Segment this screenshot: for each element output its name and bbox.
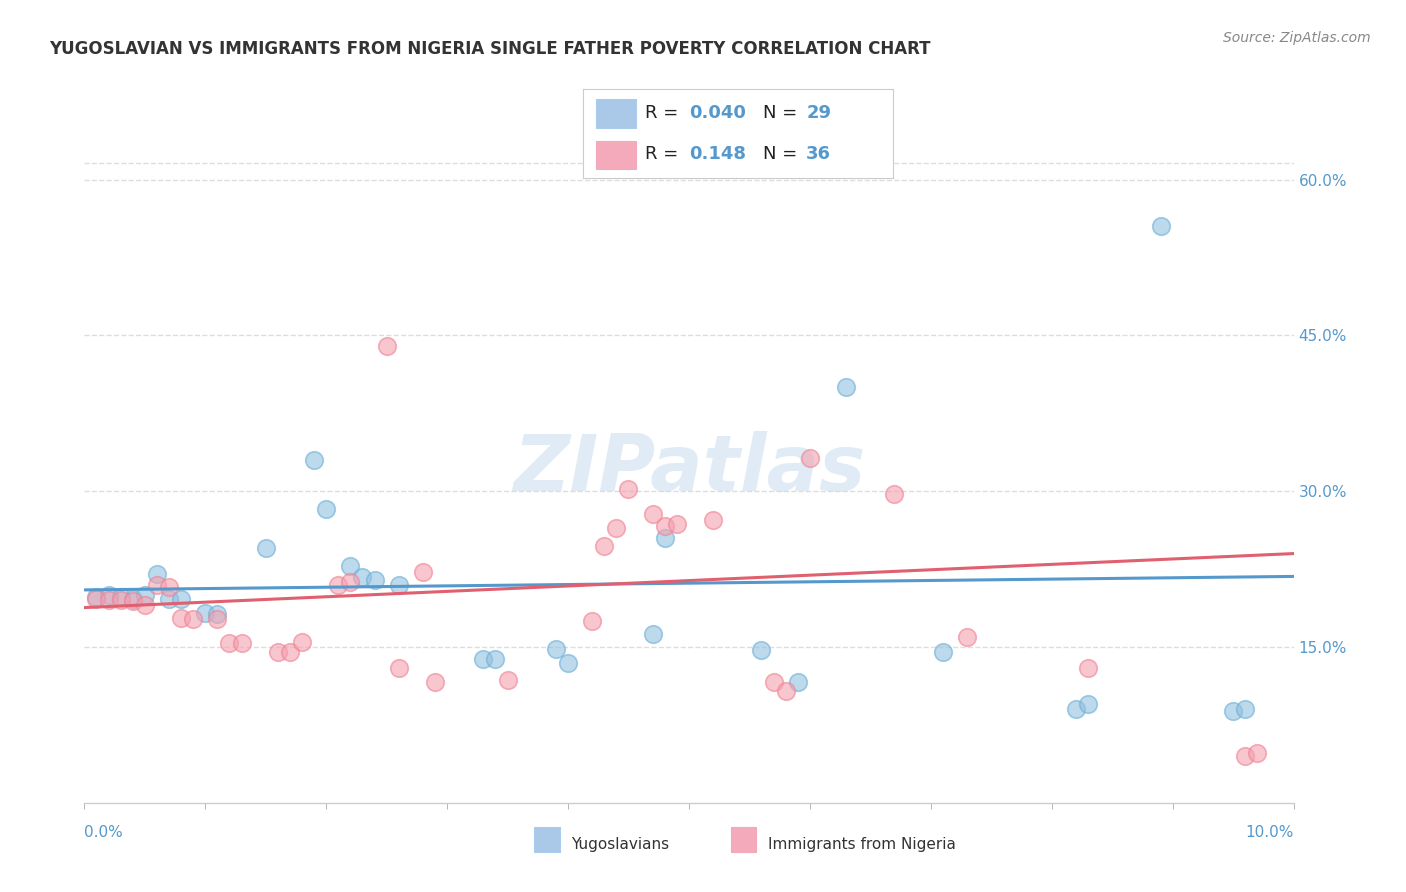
Point bbox=[423, 675, 446, 690]
Point bbox=[617, 482, 640, 496]
Point bbox=[157, 580, 180, 594]
Point bbox=[134, 588, 156, 602]
Point bbox=[352, 570, 374, 584]
Point bbox=[121, 594, 143, 608]
Point bbox=[146, 567, 169, 582]
Point bbox=[1077, 661, 1099, 675]
Point bbox=[1246, 746, 1268, 760]
Point bbox=[157, 592, 180, 607]
Point bbox=[388, 578, 411, 592]
Point bbox=[86, 592, 108, 607]
Point bbox=[762, 675, 785, 690]
Point bbox=[97, 593, 120, 607]
Point bbox=[654, 518, 676, 533]
Point bbox=[278, 645, 301, 659]
Point bbox=[339, 574, 361, 589]
Point bbox=[751, 643, 773, 657]
Point bbox=[472, 652, 495, 666]
Point bbox=[557, 656, 579, 670]
Text: 29: 29 bbox=[806, 104, 831, 122]
Point bbox=[388, 661, 411, 675]
FancyBboxPatch shape bbox=[596, 141, 636, 169]
Point bbox=[702, 513, 724, 527]
Point bbox=[218, 636, 240, 650]
Point bbox=[363, 573, 385, 587]
Point bbox=[254, 541, 277, 556]
Point bbox=[97, 588, 120, 602]
Point bbox=[328, 578, 350, 592]
Point bbox=[1222, 705, 1244, 719]
Point bbox=[146, 578, 169, 592]
Point bbox=[86, 590, 108, 604]
Point bbox=[207, 607, 229, 621]
Text: 0.0%: 0.0% bbox=[84, 825, 124, 840]
Text: 36: 36 bbox=[806, 145, 831, 163]
Text: N =: N = bbox=[763, 145, 803, 163]
Text: Yugoslavians: Yugoslavians bbox=[571, 838, 669, 852]
Text: ZIPatlas: ZIPatlas bbox=[513, 431, 865, 507]
Text: Immigrants from Nigeria: Immigrants from Nigeria bbox=[768, 838, 956, 852]
Point bbox=[593, 539, 616, 553]
Text: 0.040: 0.040 bbox=[689, 104, 745, 122]
Point bbox=[231, 636, 253, 650]
Point bbox=[544, 642, 567, 657]
Text: 10.0%: 10.0% bbox=[1246, 825, 1294, 840]
Point bbox=[665, 517, 688, 532]
Point bbox=[315, 502, 337, 516]
Point bbox=[1077, 697, 1099, 711]
Point bbox=[170, 592, 193, 607]
Text: R =: R = bbox=[645, 104, 685, 122]
Point bbox=[654, 531, 676, 545]
Point bbox=[412, 566, 434, 580]
Point bbox=[134, 599, 156, 613]
Point bbox=[484, 652, 506, 666]
Point bbox=[932, 645, 955, 659]
Point bbox=[291, 635, 314, 649]
Point bbox=[267, 645, 290, 659]
Point bbox=[883, 487, 905, 501]
Text: R =: R = bbox=[645, 145, 685, 163]
Point bbox=[339, 559, 361, 574]
Point bbox=[835, 380, 858, 394]
Point bbox=[1064, 702, 1087, 716]
Text: N =: N = bbox=[763, 104, 803, 122]
Point bbox=[375, 339, 398, 353]
Point bbox=[207, 612, 229, 626]
Point bbox=[1234, 749, 1257, 764]
Point bbox=[1149, 219, 1171, 234]
Point bbox=[581, 614, 603, 628]
Text: Source: ZipAtlas.com: Source: ZipAtlas.com bbox=[1223, 31, 1371, 45]
Point bbox=[775, 683, 797, 698]
Text: YUGOSLAVIAN VS IMMIGRANTS FROM NIGERIA SINGLE FATHER POVERTY CORRELATION CHART: YUGOSLAVIAN VS IMMIGRANTS FROM NIGERIA S… bbox=[49, 40, 931, 58]
Point bbox=[1234, 702, 1257, 716]
Point bbox=[110, 590, 132, 604]
Point bbox=[121, 592, 143, 607]
Point bbox=[170, 611, 193, 625]
Text: 0.148: 0.148 bbox=[689, 145, 745, 163]
Point bbox=[302, 453, 325, 467]
FancyBboxPatch shape bbox=[596, 99, 636, 128]
Point bbox=[641, 507, 664, 521]
Point bbox=[496, 673, 519, 688]
Point bbox=[605, 520, 627, 534]
Point bbox=[956, 630, 979, 644]
Point bbox=[786, 675, 808, 690]
Point bbox=[194, 606, 217, 620]
Point bbox=[641, 626, 664, 640]
Point bbox=[799, 450, 821, 465]
Point bbox=[110, 593, 132, 607]
Point bbox=[181, 612, 204, 626]
